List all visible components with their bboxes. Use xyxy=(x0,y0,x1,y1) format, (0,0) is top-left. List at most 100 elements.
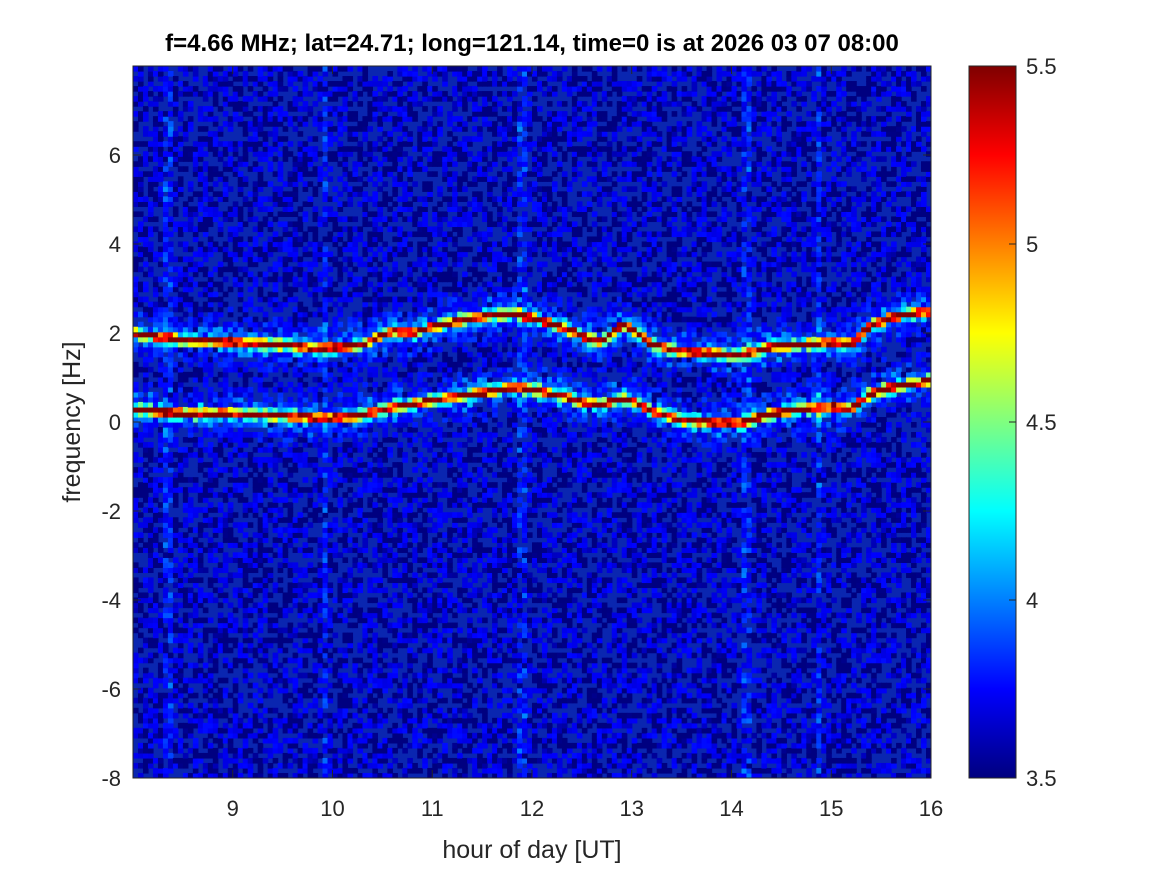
heatmap-cell xyxy=(242,391,249,398)
heatmap-cell xyxy=(133,467,139,473)
heatmap-cell xyxy=(222,196,229,202)
heatmap-cell xyxy=(372,141,378,147)
heatmap-cell xyxy=(207,416,214,423)
heatmap-cell xyxy=(222,191,229,197)
heatmap-cell xyxy=(272,141,279,147)
heatmap-cell xyxy=(357,747,364,754)
heatmap-cell xyxy=(142,161,149,167)
heatmap-cell xyxy=(357,497,364,503)
heatmap-cell xyxy=(252,181,259,187)
heatmap-cell xyxy=(317,346,324,353)
heatmap-cell xyxy=(257,547,264,553)
heatmap-cell xyxy=(242,96,249,102)
heatmap-cell xyxy=(402,637,408,644)
heatmap-cell xyxy=(337,427,344,433)
heatmap-cell xyxy=(262,406,269,413)
heatmap-cell xyxy=(207,542,214,548)
heatmap-cell xyxy=(287,657,294,664)
heatmap-cell xyxy=(177,276,184,283)
heatmap-cell xyxy=(212,121,219,127)
heatmap-cell xyxy=(332,757,339,764)
heatmap-cell xyxy=(133,161,139,167)
heatmap-cell xyxy=(367,401,373,408)
heatmap-cell xyxy=(367,717,373,724)
heatmap-cell xyxy=(272,507,279,513)
heatmap-cell xyxy=(207,291,214,298)
heatmap-cell xyxy=(157,406,164,413)
heatmap-cell xyxy=(342,91,349,97)
heatmap-cell xyxy=(247,432,254,438)
heatmap-cell xyxy=(227,351,234,358)
heatmap-cell xyxy=(177,166,184,172)
heatmap-cell xyxy=(172,91,179,97)
heatmap-cell xyxy=(372,241,378,248)
heatmap-cell xyxy=(257,537,264,543)
heatmap-cell xyxy=(207,682,214,689)
heatmap-cell xyxy=(237,657,244,664)
heatmap-cell xyxy=(162,657,169,664)
heatmap-cell xyxy=(177,452,184,458)
heatmap-cell xyxy=(157,737,164,744)
heatmap-cell xyxy=(347,281,354,288)
heatmap-cell xyxy=(282,351,289,358)
heatmap-cell xyxy=(332,492,339,498)
heatmap-cell xyxy=(397,321,403,328)
heatmap-cell xyxy=(207,76,214,82)
heatmap-cell xyxy=(187,592,194,599)
heatmap-cell xyxy=(347,737,354,744)
heatmap-cell xyxy=(187,602,194,609)
heatmap-cell xyxy=(307,156,314,162)
heatmap-cell xyxy=(377,562,383,568)
heatmap-cell xyxy=(292,427,299,433)
heatmap-cell xyxy=(137,547,144,553)
heatmap-cell xyxy=(372,196,378,202)
heatmap-cell xyxy=(367,376,373,383)
heatmap-cell xyxy=(272,191,279,197)
heatmap-cell xyxy=(352,612,359,619)
heatmap-cell xyxy=(172,111,179,117)
heatmap-cell xyxy=(257,657,264,664)
heatmap-cell xyxy=(182,166,189,172)
heatmap-cell xyxy=(162,196,169,202)
heatmap-cell xyxy=(177,522,184,528)
heatmap-cell xyxy=(292,522,299,528)
heatmap-cell xyxy=(187,356,194,363)
heatmap-cell xyxy=(392,166,398,172)
heatmap-cell xyxy=(357,81,364,87)
heatmap-cell xyxy=(147,146,154,152)
heatmap-cell xyxy=(167,81,174,87)
heatmap-cell xyxy=(372,191,378,197)
heatmap-cell xyxy=(167,371,174,378)
heatmap-cell xyxy=(357,647,364,654)
heatmap-cell xyxy=(157,116,164,122)
heatmap-cell xyxy=(382,752,388,759)
heatmap-cell xyxy=(152,96,159,102)
heatmap-cell xyxy=(217,492,224,498)
heatmap-cell xyxy=(347,116,354,122)
heatmap-cell xyxy=(397,406,403,413)
heatmap-cell xyxy=(182,266,189,273)
heatmap-cell xyxy=(172,416,179,423)
heatmap-cell xyxy=(133,296,139,303)
heatmap-cell xyxy=(162,186,169,192)
heatmap-cell xyxy=(157,196,164,202)
heatmap-cell xyxy=(197,191,204,197)
heatmap-cell xyxy=(237,106,244,112)
heatmap-cell xyxy=(197,341,204,348)
heatmap-cell xyxy=(392,497,398,503)
heatmap-cell xyxy=(312,401,319,408)
heatmap-cell xyxy=(237,747,244,754)
heatmap-cell xyxy=(157,136,164,142)
heatmap-cell xyxy=(187,477,194,483)
heatmap-cell xyxy=(347,201,354,207)
heatmap-cell xyxy=(197,376,204,383)
heatmap-cell xyxy=(187,406,194,413)
heatmap-cell xyxy=(327,697,334,704)
heatmap-cell xyxy=(382,492,388,498)
heatmap-cell xyxy=(282,722,289,729)
heatmap-cell xyxy=(267,181,274,187)
heatmap-cell xyxy=(322,742,329,749)
heatmap-cell xyxy=(342,632,349,639)
heatmap-cell xyxy=(272,186,279,192)
heatmap-cell xyxy=(212,81,219,87)
